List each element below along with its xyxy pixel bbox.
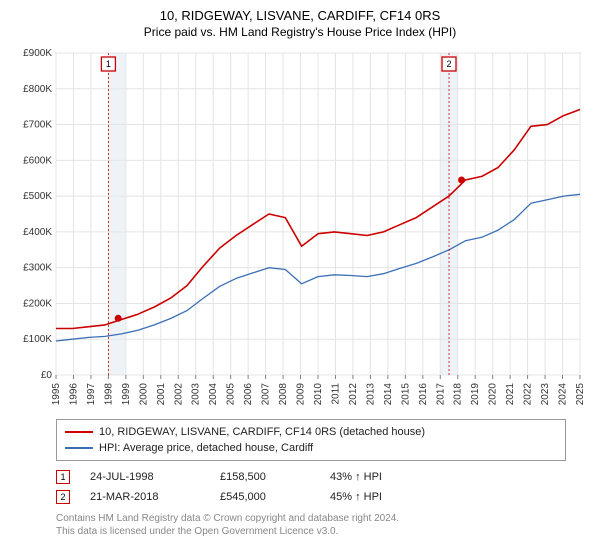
- sale-row: 1 24-JUL-1998 £158,500 43% ↑ HPI: [56, 467, 566, 487]
- svg-text:2002: 2002: [173, 383, 184, 406]
- svg-text:1997: 1997: [86, 383, 97, 406]
- svg-text:2025: 2025: [575, 383, 586, 406]
- legend-swatch: [65, 447, 93, 449]
- chart-subtitle: Price paid vs. HM Land Registry's House …: [12, 25, 588, 39]
- chart-container: 10, RIDGEWAY, LISVANE, CARDIFF, CF14 0RS…: [0, 0, 600, 560]
- svg-text:1999: 1999: [121, 383, 132, 406]
- svg-text:£800K: £800K: [23, 84, 52, 95]
- svg-text:2013: 2013: [365, 383, 376, 406]
- svg-text:2003: 2003: [191, 383, 202, 406]
- svg-text:2006: 2006: [243, 383, 254, 406]
- svg-text:£500K: £500K: [23, 191, 52, 202]
- svg-text:2016: 2016: [418, 383, 429, 406]
- footer-attribution: Contains HM Land Registry data © Crown c…: [56, 513, 566, 538]
- svg-text:2019: 2019: [470, 383, 481, 406]
- chart-legend: 10, RIDGEWAY, LISVANE, CARDIFF, CF14 0RS…: [56, 419, 566, 461]
- svg-text:£200K: £200K: [23, 298, 52, 309]
- chart-title: 10, RIDGEWAY, LISVANE, CARDIFF, CF14 0RS: [12, 8, 588, 23]
- line-chart: £0 £100K £200K £300K £400K £500K £600K £700K £80…: [12, 45, 588, 415]
- svg-text:£100K: £100K: [23, 334, 52, 345]
- svg-text:2007: 2007: [261, 383, 272, 406]
- svg-text:2001: 2001: [156, 383, 167, 406]
- svg-text:2004: 2004: [208, 383, 219, 406]
- svg-text:£700K: £700K: [23, 120, 52, 131]
- sale-marker: 1: [56, 470, 70, 484]
- svg-text:2014: 2014: [383, 383, 394, 406]
- svg-text:2011: 2011: [330, 383, 341, 405]
- svg-text:£0: £0: [41, 370, 53, 381]
- legend-item: 10, RIDGEWAY, LISVANE, CARDIFF, CF14 0RS…: [65, 424, 557, 440]
- svg-text:2000: 2000: [138, 383, 149, 406]
- svg-text:2015: 2015: [400, 383, 411, 406]
- svg-text:1998: 1998: [103, 383, 114, 406]
- sales-table: 1 24-JUL-1998 £158,500 43% ↑ HPI 2 21-MAR-201…: [56, 467, 566, 507]
- footer-line: This data is licensed under the Open Gov…: [56, 526, 566, 539]
- sale-hpi: 45% ↑ HPI: [330, 491, 450, 503]
- sale-row: 2 21-MAR-2018 £545,000 45% ↑ HPI: [56, 487, 566, 507]
- svg-text:2005: 2005: [226, 383, 237, 406]
- sale-date: 24-JUL-1998: [90, 471, 200, 483]
- legend-label: 10, RIDGEWAY, LISVANE, CARDIFF, CF14 0RS…: [99, 424, 425, 440]
- svg-text:2008: 2008: [278, 383, 289, 406]
- svg-text:£300K: £300K: [23, 263, 52, 274]
- svg-text:2021: 2021: [505, 383, 516, 406]
- sale-price: £158,500: [220, 471, 310, 483]
- legend-swatch: [65, 431, 93, 433]
- sale-price: £545,000: [220, 491, 310, 503]
- svg-text:1995: 1995: [51, 383, 62, 406]
- svg-text:1996: 1996: [68, 383, 79, 406]
- svg-text:2009: 2009: [296, 383, 307, 406]
- sale-marker: 2: [56, 490, 70, 504]
- sale-hpi: 43% ↑ HPI: [330, 471, 450, 483]
- svg-text:2018: 2018: [453, 383, 464, 406]
- svg-text:2022: 2022: [523, 383, 534, 406]
- svg-text:2020: 2020: [488, 383, 499, 406]
- svg-text:2017: 2017: [435, 383, 446, 406]
- svg-text:£600K: £600K: [23, 155, 52, 166]
- legend-label: HPI: Average price, detached house, Card…: [99, 440, 313, 456]
- legend-item: HPI: Average price, detached house, Card…: [65, 440, 557, 456]
- svg-text:£400K: £400K: [23, 227, 52, 238]
- sale-date: 21-MAR-2018: [90, 491, 200, 503]
- footer-line: Contains HM Land Registry data © Crown c…: [56, 513, 566, 526]
- svg-text:1: 1: [106, 59, 111, 69]
- svg-text:2: 2: [446, 59, 451, 69]
- svg-text:2012: 2012: [348, 383, 359, 406]
- svg-text:2010: 2010: [313, 383, 324, 406]
- svg-text:2023: 2023: [540, 383, 551, 406]
- svg-text:£900K: £900K: [23, 48, 52, 59]
- svg-text:2024: 2024: [558, 383, 569, 406]
